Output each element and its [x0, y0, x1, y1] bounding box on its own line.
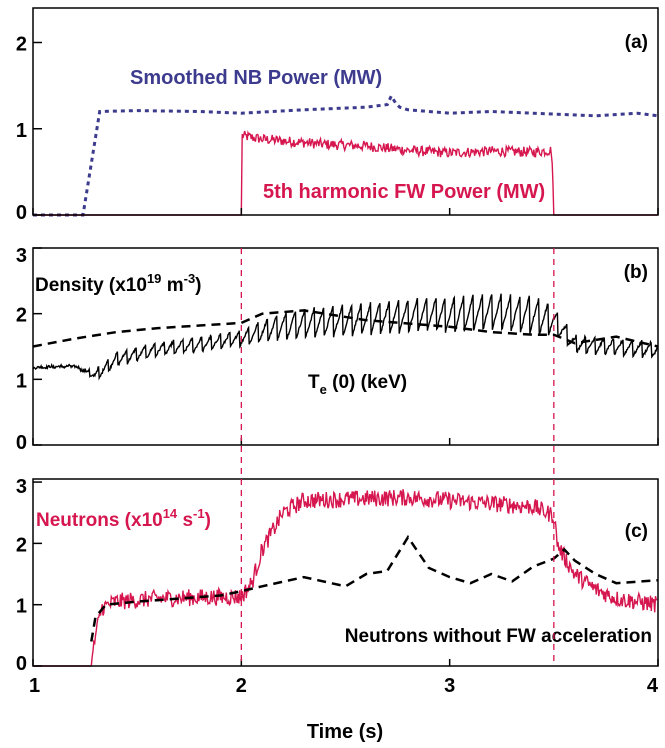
density-label-unit-exponent: -3 — [184, 271, 196, 286]
panel-a-y-ticks: 0 1 2 — [16, 34, 659, 224]
x-axis-label: Time (s) — [307, 721, 383, 743]
panel-c-y-tick-label: 3 — [16, 476, 27, 498]
panel-b: 0 1 2 3 (b) Density (x1019 m-3) Te (0) (keV… — [16, 245, 659, 454]
panel-a-tag: (a) — [625, 32, 648, 53]
panel-a-y-tick-label: 1 — [16, 120, 27, 142]
panel-a-frame — [32, 7, 659, 216]
x-axis-ticks: 1 2 3 4 — [29, 675, 659, 697]
series-neutrons — [33, 489, 658, 667]
panel-c-series — [33, 489, 659, 667]
panel-b-y-ticks: 0 1 2 3 — [16, 245, 659, 454]
panel-c-y-tick-label: 1 — [16, 596, 27, 618]
x-tick-label: 4 — [647, 675, 659, 697]
density-label-close: ) — [195, 275, 201, 296]
vertical-markers — [240, 248, 555, 666]
density-label-main: Density (x10 — [35, 275, 147, 296]
series-nb — [33, 92, 659, 217]
density-label: Density (x1019 m-3) — [35, 271, 202, 296]
x-tick-label: 1 — [29, 675, 40, 697]
te-label: Te (0) (keV) — [308, 372, 407, 397]
panel-c-y-tick-label: 0 — [16, 653, 27, 675]
panel-c-y-ticks: 0 1 2 3 — [16, 476, 659, 675]
te-label-subscript: e — [320, 382, 327, 397]
panel-b-tag: (b) — [624, 262, 648, 283]
neutrons-label-close: ) — [205, 510, 211, 531]
series-te — [32, 293, 658, 381]
neutrons-label-main: Neutrons (x10 — [36, 510, 163, 531]
panel-a-y-tick-label: 0 — [16, 202, 27, 224]
series-no_fw — [90, 534, 659, 642]
density-label-exponent: 19 — [147, 271, 161, 286]
panel-b-series — [32, 293, 659, 381]
te-label-main: T — [308, 372, 320, 393]
panel-c: 0 1 2 3 (c) Neutrons (x1014 s-1) Neutrons w… — [16, 476, 659, 675]
panel-a-y-tick-label: 2 — [16, 34, 27, 56]
x-tick-label: 2 — [236, 675, 247, 697]
panel-c-tag: (c) — [625, 521, 648, 542]
panel-b-y-tick-label: 3 — [16, 245, 27, 267]
neutrons-label-exponent: 14 — [163, 506, 178, 521]
te-label-rest: (0) (keV) — [327, 372, 407, 393]
no-fw-label: Neutrons without FW acceleration — [345, 626, 652, 647]
panel-b-y-tick-label: 2 — [16, 305, 27, 327]
neutrons-label: Neutrons (x1014 s-1) — [36, 506, 211, 531]
panel-a: 0 1 2 (a) Smoothed NB Power (MW) 5th harmo… — [16, 7, 659, 224]
panel-b-y-tick-label: 1 — [16, 370, 27, 392]
panel-c-frame — [32, 478, 659, 667]
panel-c-y-tick-label: 2 — [16, 534, 27, 556]
panel-b-y-tick-label: 0 — [16, 432, 27, 454]
x-tick-label: 3 — [444, 675, 455, 697]
neutrons-label-unit: s — [177, 510, 193, 531]
nb-power-label: Smoothed NB Power (MW) — [130, 67, 382, 89]
fw-power-label: 5th harmonic FW Power (MW) — [263, 181, 545, 203]
panel-b-frame — [32, 247, 659, 446]
density-label-unit: m — [161, 275, 183, 296]
neutrons-label-unit-exponent: -1 — [193, 506, 205, 521]
